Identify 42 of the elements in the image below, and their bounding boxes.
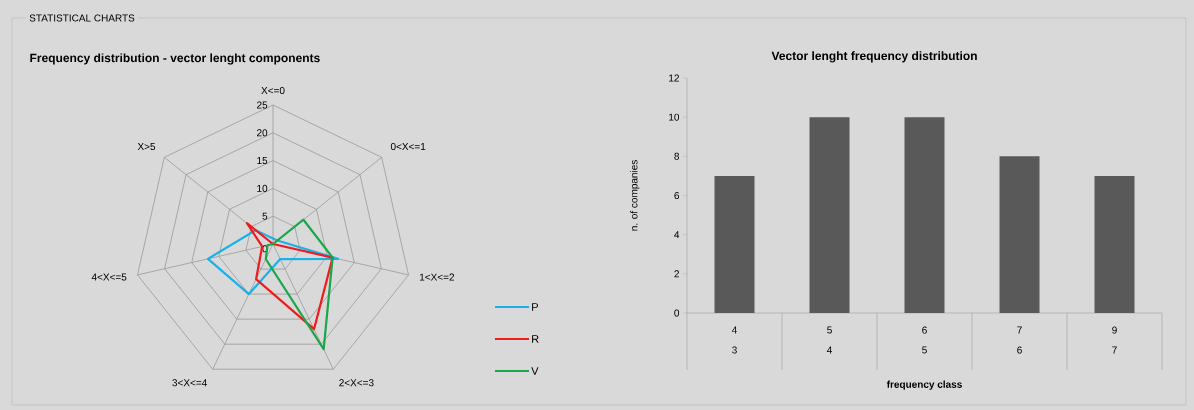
x-tick-label: 6	[922, 326, 927, 334]
legend-label: P	[532, 303, 538, 311]
text: 4	[826, 346, 832, 354]
bar	[809, 117, 850, 313]
spoke-label: 1<X<=2	[419, 273, 455, 281]
spoke-label: X<=0	[261, 86, 285, 95]
text: 7	[1112, 346, 1117, 354]
spoke-label: 4<X<=5	[91, 273, 127, 281]
spoke-label: 2<X<=3	[339, 379, 374, 387]
legend-label: V	[531, 367, 539, 375]
y-tick-label: 4	[674, 231, 680, 239]
y-tick-label: 8	[674, 152, 680, 160]
y-axis-title: n. of companies	[630, 160, 640, 231]
y-tick-label: 20	[257, 129, 268, 137]
y-tick-label: 6	[674, 191, 680, 200]
y-tick-label: 2	[674, 270, 679, 278]
bar	[904, 117, 945, 313]
y-tick-label: 25	[257, 101, 268, 109]
spoke-label: X>5	[137, 143, 156, 151]
x-axis-title: frequency class	[886, 380, 962, 390]
bar	[1094, 175, 1135, 313]
x-tick-label: 9	[1112, 326, 1117, 334]
spoke-label: 3<X<=4	[172, 379, 207, 387]
chart-title: Frequency distribution - vector lenght components	[30, 53, 320, 65]
y-tick-label: 10	[669, 113, 680, 121]
x-tick-label: 4	[731, 326, 737, 334]
text: STATISTICAL CHARTS	[29, 14, 135, 22]
bar	[714, 175, 755, 313]
text: 3	[732, 346, 737, 354]
x-tick-label: 5	[827, 326, 832, 334]
y-tick-label: 15	[257, 157, 268, 165]
y-tick-label: 12	[669, 74, 679, 82]
x-tick-label: 7	[1017, 326, 1022, 334]
y-tick-label: 0	[674, 309, 680, 317]
y-tick-label: 10	[257, 184, 268, 192]
text: 6	[1017, 346, 1022, 354]
text: 5	[922, 346, 927, 354]
spoke-label: 0<X<=1	[390, 142, 426, 151]
legend-label: R	[532, 335, 539, 343]
bar	[999, 156, 1040, 313]
y-tick-label: 5	[262, 212, 268, 220]
chart-title: Vector lenght frequency distribution	[771, 51, 977, 63]
